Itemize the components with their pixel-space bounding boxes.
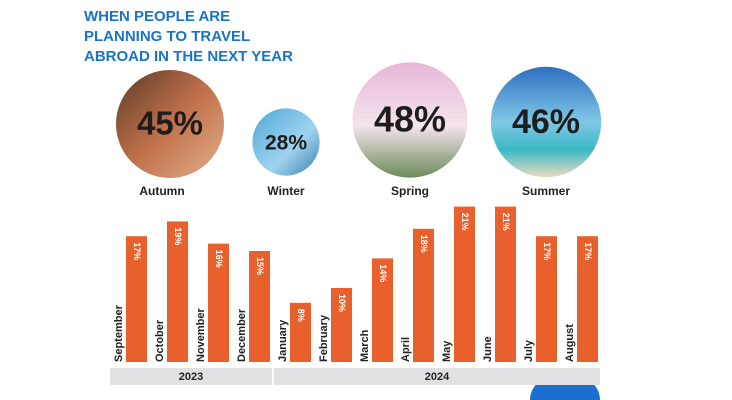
bar — [167, 221, 188, 362]
month-label: February — [318, 314, 330, 362]
season-value: 45% — [137, 105, 203, 142]
month-label: October — [154, 319, 166, 362]
month-label: July — [523, 339, 535, 362]
bar-value-label: 16% — [214, 250, 224, 268]
month-label: June — [482, 336, 494, 362]
year-label: 2023 — [179, 371, 203, 383]
season-label: Autumn — [139, 184, 184, 198]
month-label: December — [236, 308, 248, 362]
season-label: Winter — [267, 184, 305, 198]
bar — [454, 206, 475, 362]
month-label: January — [277, 319, 289, 362]
bar — [208, 243, 229, 362]
year-label: 2024 — [425, 371, 450, 383]
month-label: September — [113, 304, 125, 362]
season-value: 28% — [265, 132, 307, 155]
month-label: August — [564, 324, 576, 362]
bar — [126, 236, 147, 362]
month-label: April — [400, 337, 412, 362]
season-circle — [116, 70, 224, 178]
bar — [331, 288, 352, 362]
bar — [290, 302, 311, 362]
bar-value-label: 21% — [501, 213, 511, 231]
bar — [249, 251, 270, 362]
bar-value-label: 14% — [378, 264, 388, 282]
month-label: March — [359, 329, 371, 362]
bar — [372, 258, 393, 362]
month-label: November — [195, 307, 207, 362]
year-band — [274, 368, 600, 385]
season-value: 46% — [512, 103, 580, 141]
bar-value-label: 17% — [542, 242, 552, 260]
bar-value-label: 10% — [337, 294, 347, 312]
season-label: Summer — [522, 184, 570, 198]
bar-value-label: 19% — [173, 227, 183, 245]
title-line: WHEN PEOPLE ARE — [84, 8, 231, 25]
bar-value-label: 17% — [132, 242, 142, 260]
bar — [495, 206, 516, 362]
bar — [577, 236, 598, 362]
season-label: Spring — [391, 184, 429, 198]
month-label: May — [441, 340, 453, 362]
season-circle — [252, 108, 320, 176]
bar-value-label: 15% — [255, 257, 265, 275]
title-line: PLANNING TO TRAVEL — [84, 28, 251, 45]
season-value: 48% — [374, 99, 446, 140]
bar-value-label: 17% — [583, 242, 593, 260]
season-circle — [352, 62, 468, 178]
bar-value-label: 18% — [419, 235, 429, 253]
bar — [413, 228, 434, 362]
bar-value-label: 21% — [460, 213, 470, 231]
title-line: ABROAD IN THE NEXT YEAR — [84, 48, 293, 65]
bar-value-label: 8% — [296, 309, 306, 322]
year-band — [110, 368, 272, 385]
bar — [536, 236, 557, 362]
title: WHEN PEOPLE ARE PLANNING TO TRAVEL ABROAD … — [84, 7, 293, 67]
season-circle — [490, 66, 602, 178]
